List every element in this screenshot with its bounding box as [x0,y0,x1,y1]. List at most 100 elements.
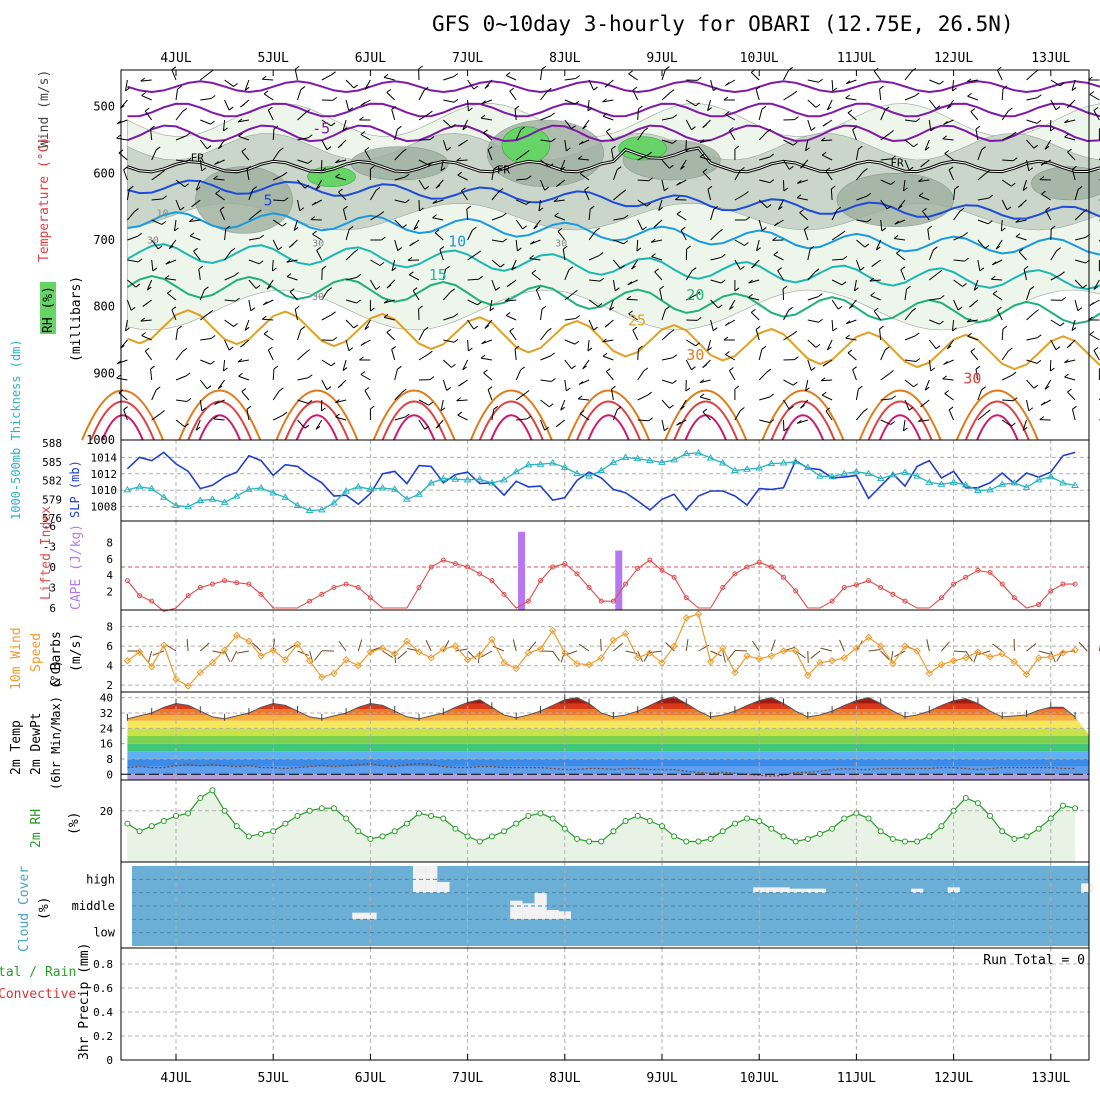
wind-barb-flag [480,114,486,119]
wind-barb [856,195,867,201]
wind-barb [725,114,736,121]
upper-air-ylabel-rh: RH (%) [41,286,56,333]
wind-barb-flag [326,146,332,151]
cloud-bar [765,887,778,893]
isotherm-arc [576,400,641,441]
wind-barb [880,179,891,185]
cloud-bar [364,912,377,920]
wind-10m-barb [710,650,722,657]
rh-point [476,838,483,845]
wind-barb-flag [125,87,130,92]
wind-barb-flag [495,286,500,291]
wind-barb-flag [541,305,547,310]
wind-barb-flag [135,283,141,288]
wind-barb-flag [810,127,816,131]
wind-barb-flag [343,205,348,210]
rh-point [488,833,495,840]
lifted-index-point [1048,588,1054,594]
wind-barb-flag [574,100,580,105]
wind-barb-flag [858,145,863,150]
wind-barb [175,375,187,381]
wind-barb [342,359,347,371]
wind-barb-flag [864,243,870,248]
wind-barb-flag [428,161,434,166]
wind-barb [511,259,517,271]
wind-barb-flag [636,247,642,252]
wind-speed-point [828,657,836,665]
temp-color-band [127,728,1089,736]
wind-barb [224,79,234,87]
wind-barb-flag [257,209,262,214]
cloud-bar [546,910,559,920]
wind-barb [457,414,468,421]
wind-barb-flag [1044,145,1050,150]
wind-barb [294,309,298,321]
wind-barb-flag [713,206,718,210]
wind-speed-point [816,658,824,667]
wind-barb-flag [815,343,821,348]
wind-barb-flag [984,245,990,249]
wind-barb-flag [575,75,580,79]
wind-barb-flag [744,191,749,195]
wind-barb [734,410,741,421]
isotherm-label: 15 [429,266,447,284]
lifted-index-point [647,557,653,563]
wind-barb-flag [477,301,482,306]
wind-barb-flag [201,407,207,412]
thickness-point [269,489,278,496]
wind-barb-flag [707,185,713,190]
wind-barb-flag [286,258,292,263]
wind-barb-flag [1089,331,1095,335]
thickness-point [743,465,751,472]
wind-barb-flag [179,206,185,211]
wind-barb-flag [526,175,532,180]
wind-barb-flag [381,236,386,241]
wind-barb [418,159,429,166]
wind-barb-flag [842,255,848,260]
wind-barb [272,368,275,381]
wind-barb-flag [335,399,340,404]
wind-barb [491,279,497,291]
wind-barb-flag [168,245,174,250]
wind-barb-flag [210,360,215,365]
wind-barb [175,89,179,101]
thickness-point [937,480,946,487]
wind-barb-flag [939,295,945,299]
wind-barb-flag [720,279,726,284]
thickness-point [147,484,156,492]
wind-barb [637,370,645,381]
lifted-index-point [258,591,264,597]
wind-barb [335,416,347,421]
wind-barb-flag [453,98,459,103]
wind-barb-flag [359,116,364,121]
wind-barb [540,399,550,408]
wind-barb [199,399,203,411]
wind-barb-flag [918,178,923,182]
wind-barb-flag [531,269,537,274]
wind-barb [248,259,260,265]
wind-barb-flag [740,266,745,270]
wind-barb-flag [402,388,407,393]
wind-barb [443,99,455,103]
wind-speed-point [281,656,290,664]
wind-barb-flag [729,127,734,131]
wind-barb-flag [751,264,756,269]
wind-barb-flag [1089,302,1095,306]
wind-barb [758,199,768,209]
wind-barb [200,97,212,101]
wind-barb [953,299,959,311]
lifted-index-point [999,581,1005,587]
rh-point [719,828,726,835]
wind-speed-point [524,649,533,657]
thickness-point [658,458,666,465]
wind-tick-label: 4 [106,660,113,673]
wind-barb-flag [544,186,549,191]
wind-barb [977,197,989,201]
wind-barb-flag [360,131,366,135]
thickness-point [196,496,205,503]
rh-point [501,828,508,835]
wind-frame [120,609,1090,693]
wind-barb [189,235,201,241]
thickness-point [512,467,521,475]
thickness-point [816,472,824,479]
